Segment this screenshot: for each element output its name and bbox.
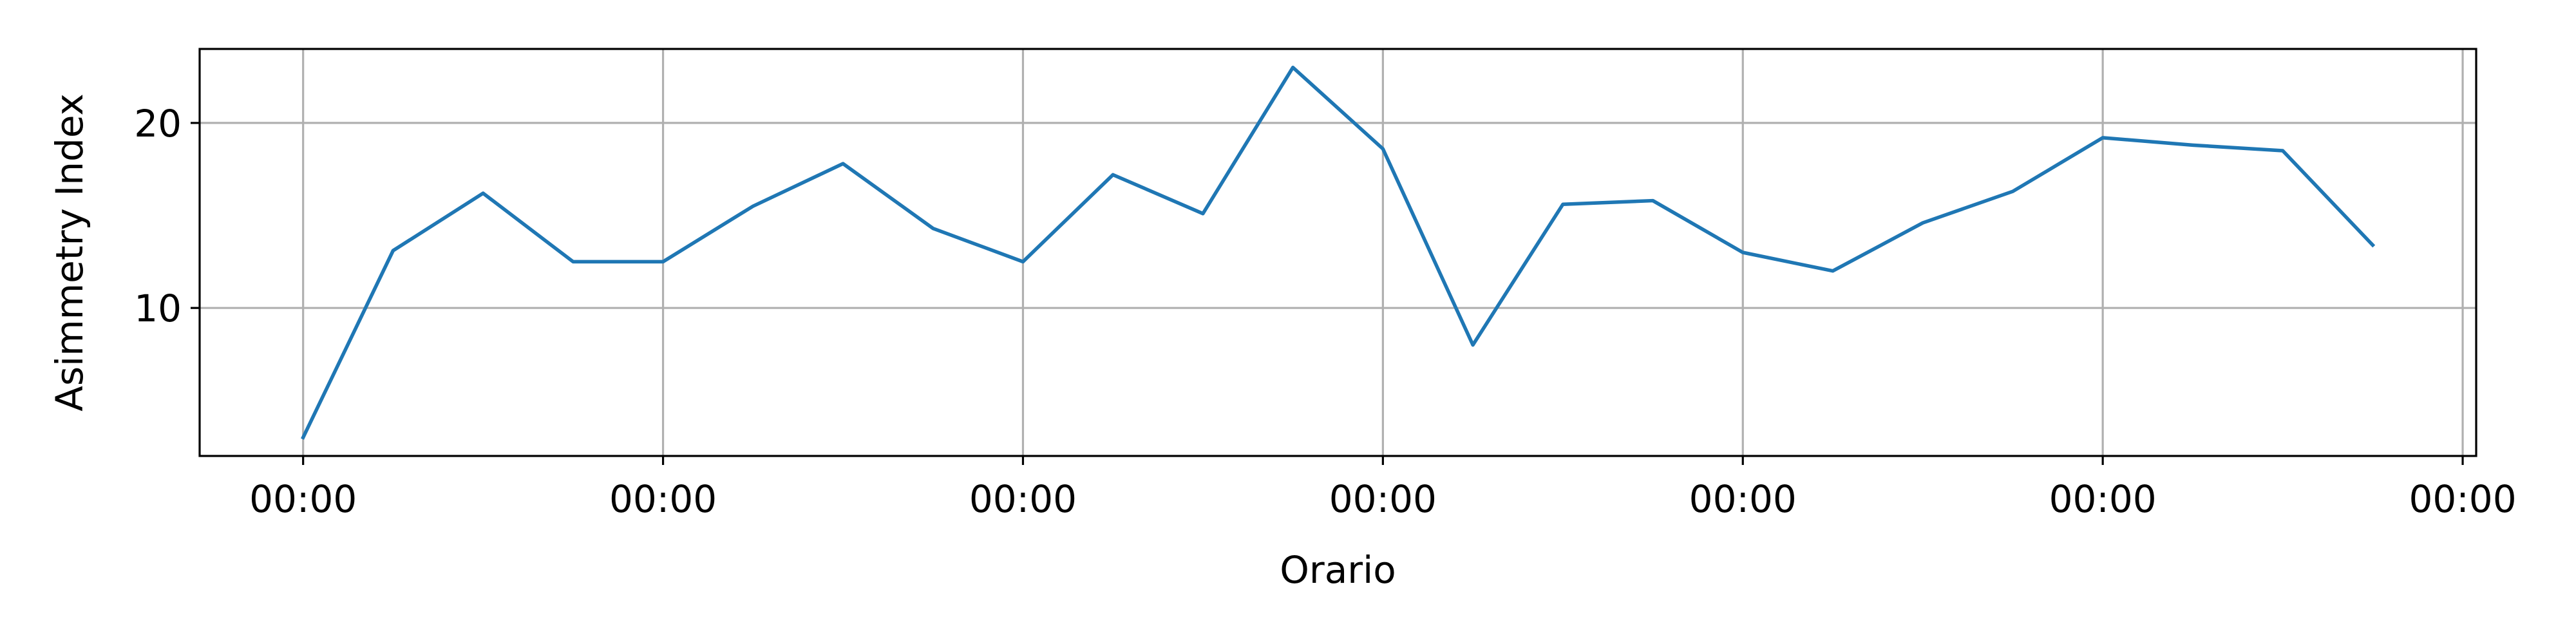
- x-tick-label: 00:00: [2409, 477, 2516, 521]
- x-tick-label: 00:00: [1689, 477, 1797, 521]
- y-axis-label: Asimmetry Index: [48, 93, 91, 412]
- series-lines: [301, 65, 2376, 440]
- x-axis-label: Orario: [1280, 548, 1396, 592]
- x-tick-label: 00:00: [2049, 477, 2157, 521]
- x-tick-label: 00:00: [969, 477, 1077, 521]
- plot-frame: [198, 48, 2477, 457]
- x-tick-label: 00:00: [1329, 477, 1437, 521]
- x-tick-label: 00:00: [609, 477, 717, 521]
- y-tick-label: 20: [134, 102, 182, 146]
- x-tick-label: 00:00: [249, 477, 357, 521]
- series-line: [301, 65, 2376, 440]
- y-tick-label: 10: [134, 287, 182, 330]
- axis-ticks: 00:00 00:00 00:00 00:00 00:00 00:00 00:00 10 20: [134, 102, 2516, 521]
